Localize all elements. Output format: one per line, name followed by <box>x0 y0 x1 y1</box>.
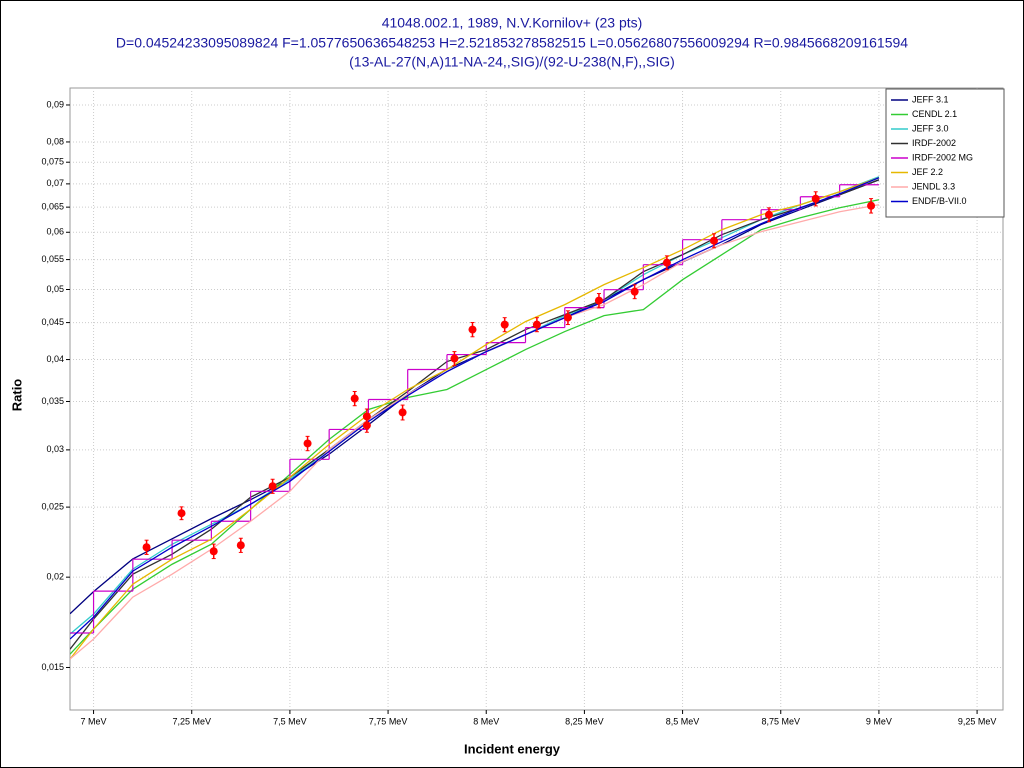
y-tick-label: 0,06 <box>46 227 64 237</box>
data-point <box>594 296 603 305</box>
data-point <box>709 236 718 245</box>
legend-label: ENDF/B-VII.0 <box>912 196 967 206</box>
y-tick-label: 0,045 <box>41 317 64 327</box>
x-tick-label: 8,25 MeV <box>565 716 604 726</box>
y-tick-label: 0,025 <box>41 501 64 511</box>
data-point <box>398 408 407 417</box>
data-point <box>450 354 459 363</box>
y-tick-label: 0,09 <box>46 99 64 109</box>
data-point <box>362 412 371 421</box>
series-line <box>70 177 880 640</box>
plot-content <box>70 176 880 660</box>
x-tick-label: 7 MeV <box>81 716 107 726</box>
y-tick-label: 0,015 <box>41 662 64 672</box>
data-point <box>468 325 477 334</box>
data-point <box>532 320 541 329</box>
y-axis-label: Ratio <box>9 379 24 412</box>
data-point <box>867 201 876 210</box>
legend-label: JEFF 3.1 <box>912 94 949 104</box>
x-tick-label: 8,5 MeV <box>666 716 700 726</box>
legend-label: IRDF-2002 <box>912 138 956 148</box>
x-tick-label: 7,5 MeV <box>273 716 307 726</box>
legend-label: JEF 2.2 <box>912 167 943 177</box>
data-point <box>236 541 245 550</box>
x-tick-label: 9,25 MeV <box>958 716 997 726</box>
y-tick-label: 0,055 <box>41 254 64 264</box>
data-point <box>362 421 371 430</box>
data-point <box>563 313 572 322</box>
x-tick-label: 7,75 MeV <box>369 716 408 726</box>
y-tick-label: 0,04 <box>46 354 64 364</box>
chart-subtitle: (13-AL-27(N,A)11-NA-24,,SIG)/(92-U-238(N… <box>349 54 675 70</box>
y-tick-label: 0,07 <box>46 178 64 188</box>
series-line <box>70 179 880 650</box>
chart-title: 41048.002.1, 1989, N.V.Kornilov+ (23 pts… <box>382 15 643 31</box>
data-point <box>268 482 277 491</box>
x-axis-label: Incident energy <box>464 741 561 756</box>
data-point <box>303 439 312 448</box>
data-point <box>177 509 186 518</box>
x-tick-label: 7,25 MeV <box>172 716 211 726</box>
legend-label: JEFF 3.0 <box>912 123 949 133</box>
y-tick-label: 0,065 <box>41 202 64 212</box>
plot-area <box>69 87 1004 711</box>
data-point <box>811 194 820 203</box>
chart-subtitle: D=0.04524233095089824 F=1.05776506365482… <box>116 35 908 51</box>
x-tick-label: 8 MeV <box>473 716 499 726</box>
data-point <box>142 543 151 552</box>
y-tick-label: 0,08 <box>46 136 64 146</box>
data-point <box>764 210 773 219</box>
x-tick-label: 9 MeV <box>866 716 892 726</box>
data-point <box>209 547 218 556</box>
y-tick-label: 0,035 <box>41 396 64 406</box>
legend-label: IRDF-2002 MG <box>912 152 973 162</box>
legend-label: CENDL 2.1 <box>912 109 957 119</box>
x-tick-label: 8,75 MeV <box>761 716 800 726</box>
data-point <box>500 320 509 329</box>
series-line <box>70 179 880 615</box>
data-point <box>630 287 639 296</box>
series-line <box>70 199 880 655</box>
legend-label: JENDL 3.3 <box>912 181 955 191</box>
data-point <box>662 258 671 267</box>
y-tick-label: 0,02 <box>46 572 64 582</box>
legend <box>885 88 1005 218</box>
series-line <box>70 177 880 660</box>
y-tick-label: 0,075 <box>41 157 64 167</box>
y-tick-label: 0,03 <box>46 444 64 454</box>
data-point <box>350 394 359 403</box>
y-tick-label: 0,05 <box>46 284 64 294</box>
